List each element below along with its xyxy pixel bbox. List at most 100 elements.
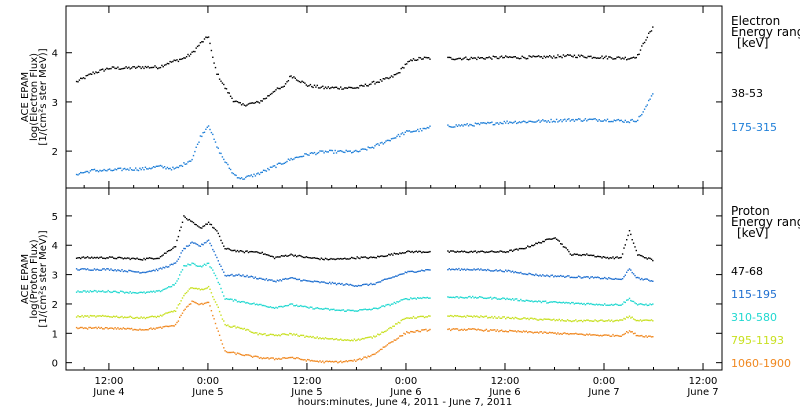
data-point [231,97,233,99]
data-point [141,66,144,68]
data-point [115,67,118,70]
data-point [84,268,86,270]
data-point [195,287,197,290]
data-point [346,309,349,311]
data-point [301,280,303,282]
data-point [115,257,118,260]
data-point [258,252,261,254]
data-point [465,269,467,271]
data-point [392,137,394,140]
data-point [494,251,496,253]
data-point [362,148,364,150]
data-point [643,108,646,110]
data-point [342,339,345,342]
data-point [616,56,618,58]
data-point [97,315,100,317]
data-point [327,308,329,310]
data-point [422,315,424,318]
data-point [624,301,626,304]
data-point [326,258,328,260]
data-point [104,169,107,172]
data-point [287,158,290,160]
data-point [179,303,181,305]
data-point [533,300,536,303]
data-point [634,274,636,277]
data-point [348,86,350,88]
data-point [577,118,580,120]
data-point [461,124,463,126]
data-point [99,327,101,329]
data-point [91,73,93,75]
data-point [323,362,325,364]
data-point [267,95,269,97]
data-point [421,297,423,300]
data-point [645,105,647,108]
data-point [287,278,290,280]
data-point [297,156,299,159]
data-point [128,66,130,68]
data-point [278,357,280,360]
data-point [348,258,350,260]
data-point [472,316,474,318]
data-point [459,251,461,253]
data-point [632,120,635,122]
data-point [231,249,233,252]
data-point [643,319,646,321]
data-point [129,167,131,169]
data-point [216,230,218,232]
data-point [128,257,130,259]
data-point [286,278,288,280]
data-point [176,166,178,168]
data-point [451,268,453,270]
data-point [379,306,382,309]
data-point [429,269,431,271]
data-point [183,294,185,297]
data-point [206,287,208,289]
data-point [461,328,463,331]
data-point [150,66,152,69]
data-point [199,42,202,44]
data-point [269,166,272,168]
data-point [549,331,551,334]
data-point [308,257,310,259]
data-point [371,256,373,259]
data-point [454,314,456,317]
data-point [609,335,611,337]
data-point [124,316,126,318]
data-point [554,57,556,59]
series-115-195 [447,267,654,282]
data-point [327,282,329,285]
data-point [136,169,138,171]
data-point [411,270,413,272]
data-point [148,316,151,318]
data-point [158,67,160,69]
data-point [106,327,108,329]
data-point [199,303,202,305]
data-point [173,168,175,170]
data-point [378,81,380,83]
data-point [551,274,554,276]
data-point [450,269,452,271]
data-point [628,58,631,60]
data-point [448,268,450,270]
data-point [456,58,459,60]
data-point [404,298,406,300]
data-point [282,306,284,308]
y-tick-label: 3 [52,98,58,109]
data-point [378,281,380,283]
data-point [180,252,182,254]
data-point [375,307,378,310]
data-point [386,329,389,331]
data-point [272,165,274,167]
data-point [202,132,204,134]
data-point [301,80,303,82]
data-point [484,329,486,331]
data-point [291,277,294,279]
data-point [86,268,89,270]
data-point [81,172,83,174]
data-point [194,150,196,153]
data-point [623,301,625,303]
data-point [257,304,259,306]
data-point [650,336,653,338]
data-point [540,242,543,244]
